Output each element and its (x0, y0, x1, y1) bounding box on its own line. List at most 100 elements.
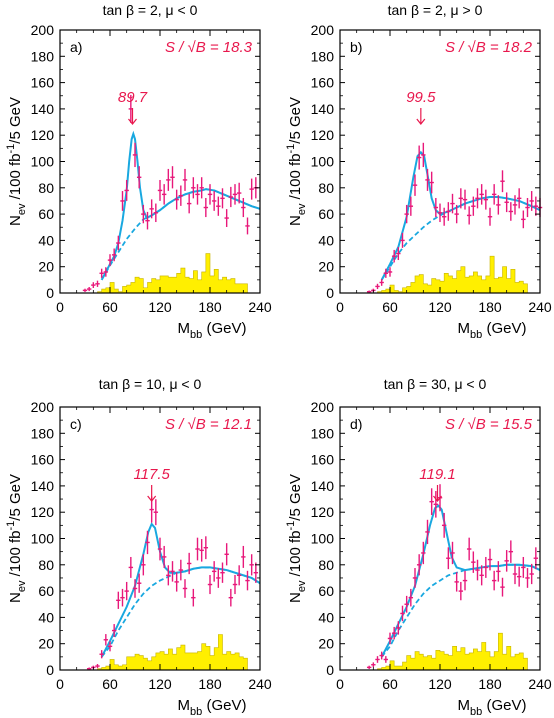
data-point (149, 199, 154, 219)
y-tick-label: 40 (38, 609, 54, 625)
data-point (253, 562, 259, 583)
y-tick-label: 0 (326, 285, 334, 301)
data-point (236, 182, 242, 204)
data-point (99, 650, 104, 659)
significance-label: S / √B = 18.3 (165, 39, 253, 56)
data-point (207, 574, 213, 595)
data-point (512, 563, 518, 585)
data-point (95, 664, 100, 669)
y-tick-label: 160 (311, 452, 335, 468)
data-point (228, 186, 234, 208)
y-axis-label-unit: /100 fb (287, 530, 304, 580)
data-point (446, 547, 451, 570)
data-point (182, 168, 188, 191)
y-tick-label: 140 (311, 478, 335, 494)
data-point (391, 249, 397, 263)
data-point (182, 579, 188, 598)
chart-title: tan β = 30, μ < 0 (384, 376, 487, 392)
data-point (496, 561, 501, 582)
data-point (529, 563, 534, 585)
data-point (471, 196, 476, 216)
y-tick-label: 180 (311, 425, 335, 441)
background-histogram (60, 253, 260, 294)
data-point (425, 519, 430, 545)
data-point (199, 539, 204, 562)
y-tick-label: 0 (326, 662, 334, 678)
data-point (471, 551, 476, 573)
x-axis-label-unit: (GeV) (202, 320, 246, 337)
data-point (216, 196, 221, 216)
data-point (516, 566, 522, 587)
data-point (153, 203, 159, 223)
x-tick-label: 240 (528, 299, 552, 315)
data-point (245, 570, 250, 591)
x-tick-label: 180 (478, 676, 502, 692)
data-point (416, 145, 422, 170)
x-tick-label: 240 (248, 299, 272, 315)
data-point (161, 545, 167, 568)
y-axis-label-unit: /100 fb (7, 530, 24, 580)
data-point (408, 588, 414, 607)
data-point (111, 624, 117, 638)
data-point (124, 179, 129, 201)
data-point (491, 570, 497, 591)
x-axis-label-unit: (GeV) (482, 320, 526, 337)
data-point (132, 142, 138, 168)
data-point (178, 559, 184, 581)
data-point (371, 662, 376, 668)
data-point (186, 193, 192, 214)
x-axis-label-main: M (178, 320, 191, 337)
y-tick-label: 120 (311, 127, 335, 143)
data-point (462, 570, 468, 591)
data-point (241, 545, 246, 568)
x-axis-label: Mbb (GeV) (458, 320, 527, 341)
data-point (387, 267, 393, 277)
y-axis-label-sub: ev (296, 203, 308, 215)
plot-frame (339, 29, 541, 294)
y-tick-label: 200 (311, 22, 335, 38)
chart-panel-2: tan β = 2, μ > 0 0 20 40 60 80 100 120 140 160 180… (285, 2, 552, 341)
signal-fit-line (380, 150, 541, 281)
y-axis-label: Nev /100 fb-1/5 GeV (285, 474, 308, 603)
data-point (454, 204, 459, 224)
data-point (220, 562, 225, 583)
data-point (404, 595, 409, 613)
data-point (157, 537, 163, 561)
data-point (466, 206, 472, 225)
y-tick-label: 200 (31, 22, 55, 38)
data-point (521, 210, 526, 229)
data-point (191, 588, 196, 607)
data-point (429, 171, 434, 194)
data-point (508, 540, 514, 563)
y-tick-label: 100 (311, 154, 335, 170)
data-point (111, 248, 117, 262)
data-point (82, 288, 88, 293)
data-point (107, 641, 113, 652)
data-point (224, 543, 229, 566)
data-point (161, 184, 167, 205)
data-point (91, 282, 96, 289)
x-tick-label: 60 (382, 299, 398, 315)
data-point (412, 174, 418, 196)
data-point (166, 168, 171, 191)
x-tick-label: 0 (56, 676, 64, 692)
x-tick-label: 120 (428, 299, 452, 315)
y-tick-label: 0 (46, 662, 54, 678)
x-axis-label-sub: bb (470, 706, 482, 718)
y-tick-label: 80 (38, 180, 54, 196)
data-point (120, 588, 125, 607)
x-tick-label: 0 (336, 299, 344, 315)
data-point (141, 554, 146, 576)
y-axis-label-unit: /100 fb (7, 153, 24, 203)
data-point (228, 588, 234, 607)
data-point (174, 189, 179, 210)
x-tick-label: 120 (428, 676, 452, 692)
y-axis-label-tail: /5 GeV (7, 97, 24, 144)
y-tick-label: 100 (31, 531, 55, 547)
signal-fit-line (100, 130, 261, 281)
y-axis-label-sub: ev (16, 580, 28, 592)
data-point (128, 556, 134, 578)
y-axis-label: Nev /100 fb-1/5 GeV (5, 97, 28, 226)
data-point (437, 203, 443, 223)
data-point (375, 283, 380, 290)
